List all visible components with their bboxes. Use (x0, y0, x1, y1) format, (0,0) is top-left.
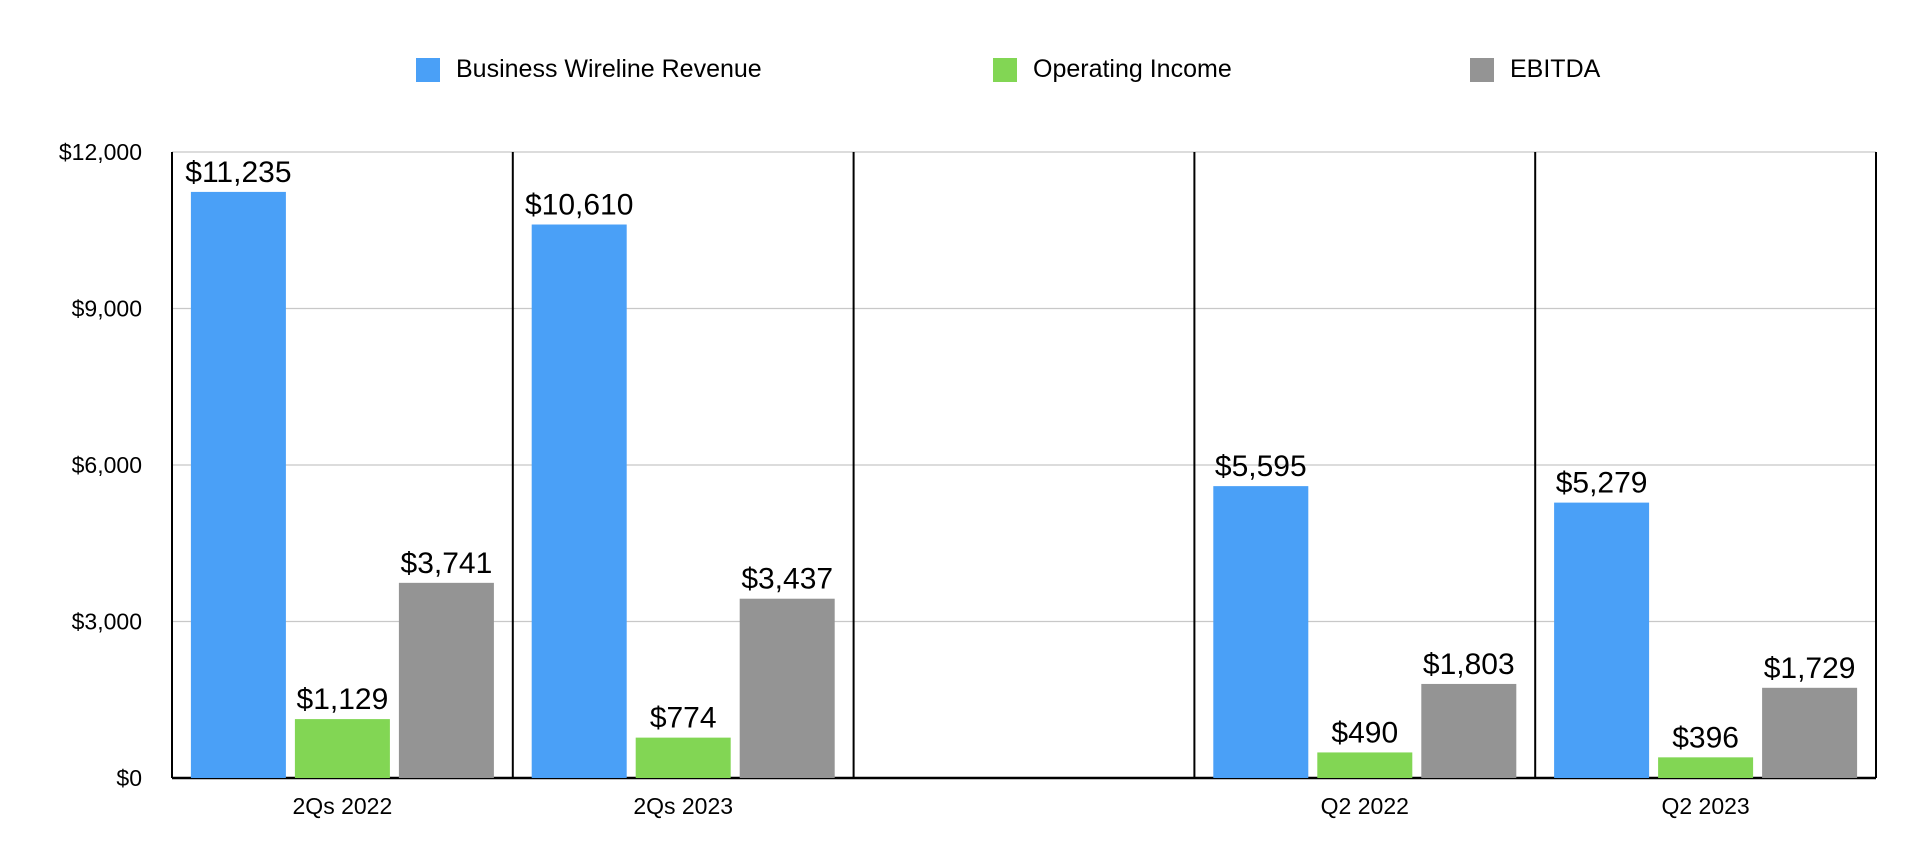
data-label-ebitda: $1,729 (1764, 652, 1856, 685)
data-label-operating-income: $396 (1672, 721, 1739, 754)
bar-business-wireline-revenue (1554, 502, 1650, 778)
legend-swatch-ebitda (1470, 57, 1494, 82)
bar-business-wireline-revenue (531, 224, 627, 779)
bar-business-wireline-revenue (1213, 486, 1309, 778)
bar-operating-income (1317, 752, 1413, 778)
data-label-business-wireline-revenue: $5,595 (1215, 450, 1307, 483)
y-tick-label: $3,000 (72, 609, 142, 635)
legend-item-business-wireline-revenue[interactable]: Business Wireline Revenue (416, 55, 762, 84)
data-label-ebitda: $1,803 (1423, 648, 1515, 681)
legend-item-ebitda[interactable]: EBITDA (1470, 55, 1600, 84)
data-label-operating-income: $774 (650, 702, 717, 735)
bar-business-wireline-revenue (190, 191, 286, 779)
bar-ebitda (739, 598, 835, 778)
legend-swatch-business-wireline-revenue (416, 57, 440, 82)
data-label-business-wireline-revenue: $10,610 (525, 189, 633, 222)
data-label-ebitda: $3,741 (401, 547, 493, 580)
legend-label-business-wireline-revenue: Business Wireline Revenue (456, 55, 762, 83)
legend: Business Wireline Revenue Operating Inco… (0, 55, 1930, 95)
y-tick-label: $12,000 (59, 139, 142, 165)
data-label-business-wireline-revenue: $5,279 (1556, 467, 1648, 500)
x-category-label: Q2 2023 (1661, 793, 1749, 819)
x-category-label: 2Qs 2023 (633, 793, 733, 819)
x-category-label: 2Qs 2022 (293, 793, 393, 819)
bar-ebitda (1762, 687, 1858, 778)
bar-operating-income (294, 719, 390, 778)
legend-item-operating-income[interactable]: Operating Income (993, 55, 1232, 84)
bar-operating-income (635, 737, 731, 778)
x-category-label: Q2 2022 (1321, 793, 1409, 819)
bar-ebitda (398, 582, 494, 778)
y-tick-label: $6,000 (72, 452, 142, 478)
legend-label-operating-income: Operating Income (1033, 55, 1232, 83)
bar-operating-income (1658, 757, 1754, 778)
bar-ebitda (1421, 683, 1517, 778)
data-label-operating-income: $490 (1331, 716, 1398, 749)
data-label-business-wireline-revenue: $11,235 (185, 156, 291, 189)
data-label-ebitda: $3,437 (741, 563, 833, 596)
legend-swatch-operating-income (993, 57, 1017, 82)
y-tick-label: $0 (116, 765, 142, 791)
data-label-operating-income: $1,129 (297, 683, 389, 716)
y-tick-label: $9,000 (72, 296, 142, 322)
legend-label-ebitda: EBITDA (1510, 55, 1601, 83)
